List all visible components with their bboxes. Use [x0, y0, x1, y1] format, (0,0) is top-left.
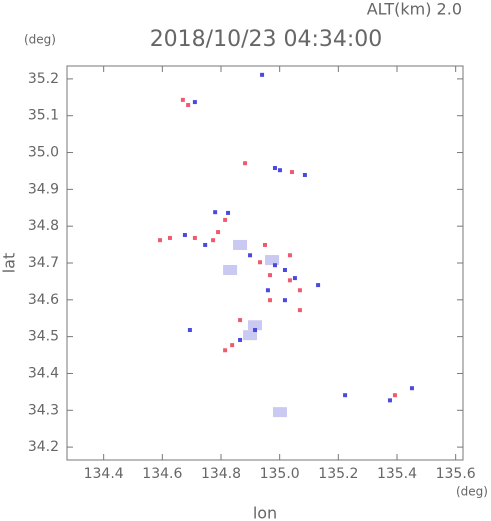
echo-point — [203, 242, 208, 247]
x-tick-label: 135.4 — [377, 466, 417, 482]
plot-frame — [66, 65, 464, 461]
y-unit: (deg) — [24, 33, 56, 47]
y-tick-label: 34.9 — [28, 181, 59, 197]
echo-point — [265, 255, 280, 266]
x-tick-label: 134.6 — [142, 466, 182, 482]
y-tick-label: 34.7 — [28, 255, 59, 271]
y-tick-label: 34.2 — [28, 439, 59, 455]
y-tick-label: 34.4 — [28, 365, 59, 381]
echo-point — [187, 328, 192, 333]
echo-point — [230, 343, 235, 348]
echo-point — [387, 398, 392, 403]
y-tick-label: 35.2 — [28, 71, 59, 87]
echo-point — [253, 328, 258, 333]
y-tick-label: 34.3 — [28, 402, 59, 418]
echo-point — [238, 337, 243, 342]
echo-point — [316, 283, 321, 288]
y-tick-label: 34.5 — [28, 329, 59, 345]
echo-point — [223, 264, 238, 275]
echo-point — [287, 253, 292, 258]
x-tick-label: 135.2 — [318, 466, 358, 482]
echo-point — [157, 238, 162, 243]
echo-point — [265, 288, 270, 293]
echo-point — [182, 233, 187, 238]
echo-point — [272, 407, 287, 418]
y-tick-label: 34.6 — [28, 292, 59, 308]
echo-point — [289, 170, 294, 175]
echo-point — [248, 253, 253, 258]
echo-point — [180, 97, 185, 102]
echo-point — [392, 393, 397, 398]
chart-title: 2018/10/23 04:34:00 — [150, 27, 383, 52]
echo-point — [243, 161, 248, 166]
x-unit: (deg) — [456, 485, 488, 499]
echo-point — [248, 320, 263, 331]
y-tick-label: 35.1 — [28, 108, 59, 124]
echo-point — [167, 235, 172, 240]
x-axis-label: lon — [253, 504, 277, 521]
x-tick-label: 134.4 — [84, 466, 124, 482]
echo-point — [223, 217, 228, 222]
echo-point — [226, 210, 231, 215]
subtitle: ALT(km) 2.0 — [367, 0, 462, 19]
echo-point — [292, 276, 297, 281]
echo-point — [238, 318, 243, 323]
echo-point — [213, 210, 218, 215]
echo-point — [192, 100, 197, 105]
echo-point — [287, 278, 292, 283]
echo-point — [260, 72, 265, 77]
x-tick-label: 135.0 — [260, 466, 300, 482]
echo-point — [263, 242, 267, 247]
echo-point — [277, 168, 282, 173]
echo-point — [233, 239, 248, 250]
y-tick-label: 34.8 — [28, 218, 59, 234]
x-tick-label: 134.8 — [201, 466, 241, 482]
y-axis-label: lat — [0, 253, 19, 274]
x-tick-label: 135.6 — [436, 466, 476, 482]
echo-point — [409, 386, 414, 391]
echo-point — [302, 172, 307, 177]
echo-point — [186, 103, 191, 108]
echo-point — [282, 298, 287, 303]
echo-point — [211, 238, 216, 243]
echo-point — [243, 330, 258, 341]
echo-point — [272, 165, 277, 170]
echo-point — [282, 267, 287, 272]
echo-point — [297, 308, 302, 313]
echo-point — [223, 348, 228, 353]
echo-point — [297, 288, 302, 293]
echo-point — [192, 235, 197, 240]
echo-point — [258, 260, 263, 265]
echo-point — [272, 263, 277, 268]
echo-point — [267, 298, 272, 303]
y-tick-label: 35.0 — [28, 145, 59, 161]
echo-point — [267, 273, 272, 278]
echo-point — [216, 230, 221, 235]
echo-point — [343, 393, 348, 398]
